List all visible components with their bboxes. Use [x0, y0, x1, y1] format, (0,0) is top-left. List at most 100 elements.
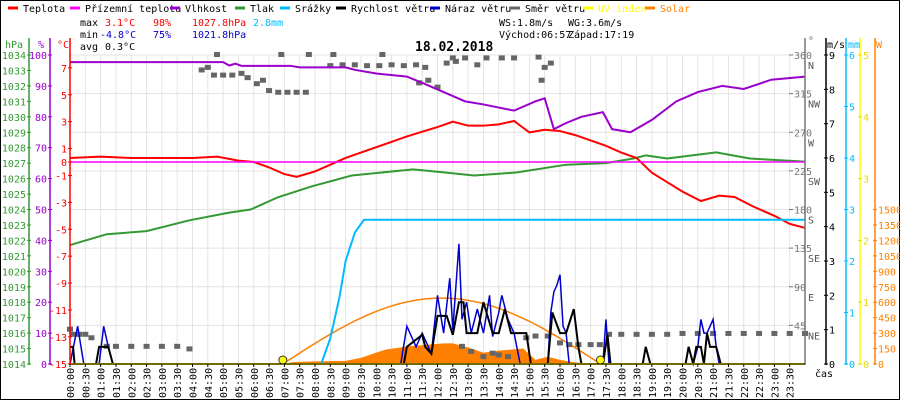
time-label: 20:00 — [679, 368, 690, 398]
time-label: 01:00 — [97, 368, 108, 398]
legend-item-label: Solar — [660, 4, 690, 15]
humidity-line — [70, 61, 806, 134]
wind-direction-point — [664, 331, 671, 337]
time-label: 21:30 — [724, 368, 735, 398]
wind-tick-label: 1 — [829, 326, 835, 337]
time-label: 13:30 — [479, 368, 490, 398]
wind-tick-label: 5 — [829, 188, 835, 199]
temperature-tick-label: -1 — [55, 171, 67, 182]
axis-unit-degc: °C — [57, 40, 69, 51]
solar-tick-label: 150 — [878, 345, 896, 356]
humidity-tick-label: 90 — [35, 82, 47, 93]
stats-sunset: Západ:17:19 — [568, 29, 634, 41]
legend-item-label: Tlak — [250, 4, 274, 15]
temperature-tick-label: 3 — [61, 118, 67, 129]
time-label: 15:00 — [525, 368, 536, 398]
humidity-tick-label: 30 — [35, 267, 47, 278]
wind-direction-point — [618, 331, 625, 337]
compass-label: N — [808, 61, 814, 72]
axis-unit-hpa: hPa — [5, 40, 23, 51]
compass-label: W — [808, 138, 815, 149]
pressure-tick-label: 1015 — [2, 345, 26, 356]
stats-sunrise: Východ:06:57 — [499, 29, 571, 41]
wind-tick-label: 6 — [829, 154, 835, 165]
stats-wind-gust: WG:3.6m/s — [568, 18, 622, 29]
wind-direction-point — [388, 62, 395, 68]
wind-direction-point — [449, 55, 456, 61]
humidity-tick-label: 100 — [29, 51, 47, 62]
wind-direction-point — [434, 84, 441, 90]
wind-tick-label: 0 — [829, 360, 835, 371]
time-label: 19:30 — [663, 368, 674, 398]
time-label: 20:30 — [694, 368, 705, 398]
time-label: 02:00 — [127, 368, 138, 398]
wind-direction-point — [266, 88, 273, 94]
humidity-tick-label: 0 — [41, 360, 47, 371]
wind-direction-point — [174, 343, 181, 349]
wind-direction-point — [459, 343, 465, 349]
rain-line — [70, 218, 805, 365]
solar-tick-label: 900 — [878, 267, 896, 278]
wind-direction-point — [379, 52, 386, 57]
solar-tick-label: 750 — [878, 283, 896, 294]
wind-direction-point — [238, 70, 245, 76]
axis-unit-ms: m/s — [827, 40, 845, 51]
wind-tick-label: 2 — [829, 291, 835, 302]
stats-min-press: 1021.8hPa — [192, 30, 246, 41]
temperature-tick-label: 7 — [61, 64, 67, 75]
pressure-tick-label: 1027 — [2, 159, 26, 170]
time-label: 02:30 — [143, 368, 154, 398]
time-label: 12:30 — [449, 368, 460, 398]
time-label: 10:30 — [388, 368, 399, 398]
time-label: 12:00 — [434, 368, 445, 398]
stats-max-press: 1027.8hPa — [192, 18, 246, 29]
wind-tick-label: 7 — [829, 120, 835, 131]
axis-unit-pct: % — [38, 40, 44, 51]
time-label: 23:00 — [770, 368, 781, 398]
humidity-tick-label: 70 — [35, 144, 47, 155]
stats-avg-label: avg — [80, 42, 98, 53]
wind-direction-point — [679, 330, 686, 336]
compass-label: SW — [808, 177, 821, 188]
uv-tick-label: 0 — [863, 360, 869, 371]
direction-tick-label: 90 — [794, 283, 806, 294]
wind-direction-point — [587, 342, 594, 348]
humidity-tick-label: 10 — [35, 329, 47, 340]
wind-direction-point — [327, 63, 334, 69]
uv-tick-label: 1 — [863, 298, 869, 309]
wind-direction-point — [364, 63, 371, 69]
wind-direction-point — [330, 52, 337, 57]
stats-max-temp: 3.1°C — [105, 18, 135, 29]
wind-direction-point — [547, 60, 554, 66]
wind-direction-point — [259, 77, 266, 83]
axes-layer: 1014101510161017101810191020102110221023… — [2, 38, 900, 398]
stats-max-hum: 98% — [153, 18, 171, 29]
wind-direction-point — [112, 343, 119, 349]
series-layer — [67, 52, 808, 367]
wind-direction-point — [214, 52, 220, 57]
chart-title: 18.02.2018 — [415, 40, 493, 55]
wind-direction-point — [468, 348, 475, 354]
solar-tick-label: 300 — [878, 329, 896, 340]
stats-avg-temp: 0.3°C — [105, 42, 135, 53]
wind-direction-point — [70, 331, 77, 337]
compass-label: S — [808, 216, 814, 227]
stats-max-rain: 2.8mm — [253, 18, 283, 29]
temperature-tick-label: -13 — [49, 333, 67, 344]
wind-direction-point — [725, 330, 732, 336]
time-label: 04:00 — [189, 368, 200, 398]
wind-direction-point — [253, 81, 260, 87]
temperature-tick-label: 1 — [61, 145, 67, 156]
pressure-tick-label: 1034 — [2, 51, 26, 62]
legend-item-label: Rychlost větru — [351, 3, 435, 15]
sunset-marker — [595, 355, 605, 365]
humidity-tick-label: 40 — [35, 236, 47, 247]
pressure-tick-label: 1021 — [2, 252, 26, 263]
wind-direction-point — [293, 89, 300, 95]
legend-item-label: Srážky — [295, 3, 331, 15]
sunrise-marker — [278, 355, 288, 365]
legend-item-label: Přízemní teplota — [85, 3, 181, 15]
time-label: 03:30 — [173, 368, 184, 398]
